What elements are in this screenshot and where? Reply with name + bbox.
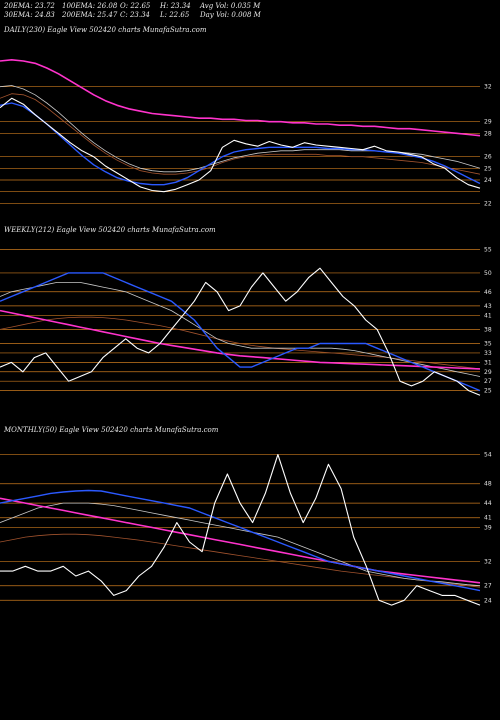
y-tick-label: 50 — [484, 270, 492, 277]
ema-fast-series-line — [0, 489, 481, 592]
y-tick-label: 29 — [484, 369, 492, 376]
y-tick-label: 33 — [484, 350, 492, 357]
price-series-line — [0, 454, 481, 606]
ema-slow-series-line — [0, 309, 481, 370]
y-tick-label: 32 — [484, 558, 492, 565]
y-tick-label: 43 — [484, 303, 492, 310]
y-tick-label: 39 — [484, 524, 492, 531]
header-high: H: 23.34 — [160, 2, 191, 10]
y-tick-label: 41 — [484, 312, 492, 319]
ema-brown-series-line — [0, 316, 481, 370]
y-tick-label: 24 — [484, 597, 492, 604]
y-tick-label: 27 — [484, 583, 492, 590]
y-tick-label: 38 — [484, 326, 492, 333]
header-close: C: 23.34 — [120, 11, 150, 19]
daily-panel-label: DAILY(230) Eagle View 502420 charts Muna… — [4, 26, 207, 34]
header-30ema: 30EMA: 24.83 — [4, 11, 55, 19]
ema-mid-series-line — [0, 502, 481, 587]
y-tick-label: 28 — [484, 130, 492, 137]
header-200ema: 200EMA: 25.47 — [62, 11, 118, 19]
y-tick-label: 48 — [484, 481, 492, 488]
y-tick-label: 25 — [484, 165, 492, 172]
header-low: L: 22.65 — [160, 11, 190, 19]
y-tick-label: 35 — [484, 341, 492, 348]
y-tick-label: 29 — [484, 119, 492, 126]
ema-slow-series-line — [0, 58, 481, 137]
y-tick-label: 55 — [484, 246, 492, 253]
y-tick-label: 44 — [484, 500, 492, 507]
y-tick-label: 22 — [484, 200, 492, 207]
y-tick-label: 26 — [484, 154, 492, 161]
ema-slow-series-line — [0, 497, 481, 584]
y-tick-label: 32 — [484, 84, 492, 91]
header-avg-vol: Avg Vol: 0.035 M — [200, 2, 261, 10]
header-open: O: 22.65 — [120, 2, 151, 10]
header-20ema: 20EMA: 23.72 — [4, 2, 55, 10]
y-tick-label: 46 — [484, 289, 492, 296]
ema-mid-series-line — [0, 281, 481, 377]
price-series-line — [0, 267, 481, 396]
weekly-panel-label: WEEKLY(212) Eagle View 502420 charts Mun… — [4, 226, 216, 234]
header-day-vol: Day Vol: 0.008 M — [200, 11, 261, 19]
header-100ema: 100EMA: 26.08 — [62, 2, 118, 10]
y-tick-label: 27 — [484, 378, 492, 385]
y-tick-label: 24 — [484, 177, 492, 184]
y-tick-label: 25 — [484, 388, 492, 395]
ema-fast-series-line — [0, 272, 481, 392]
y-tick-label: 31 — [484, 359, 492, 366]
y-tick-label: 54 — [484, 452, 492, 459]
y-tick-label: 41 — [484, 515, 492, 522]
monthly-panel-label: MONTHLY(50) Eagle View 502420 charts Mun… — [4, 426, 219, 434]
ema-brown-series-line — [0, 93, 481, 175]
ema-fast-series-line — [0, 102, 481, 186]
price-series-line — [0, 97, 481, 193]
